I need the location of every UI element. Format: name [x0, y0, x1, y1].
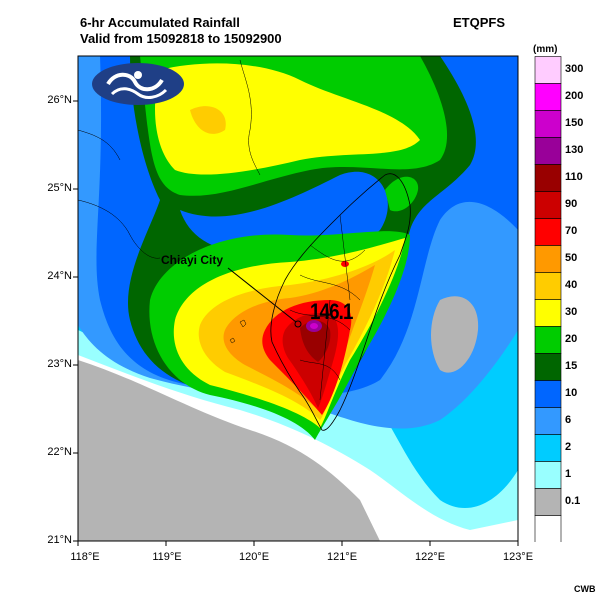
- color-legend: [534, 56, 562, 542]
- cwb-logo: [92, 63, 184, 105]
- legend-label: 110: [565, 171, 583, 183]
- model-name: ETQPFS: [453, 15, 506, 30]
- chiayi-city-label: Chiayi City: [161, 253, 224, 267]
- legend-swatch: [534, 56, 562, 84]
- legend-swatch: [534, 488, 562, 516]
- legend-swatch: [534, 434, 562, 462]
- legend-label: 10: [565, 387, 578, 399]
- legend-swatch: [534, 83, 562, 111]
- legend-label: 0.1: [565, 495, 581, 507]
- legend-swatch: [534, 407, 562, 435]
- legend-label: 130: [565, 144, 584, 156]
- lon-label-118e: 118°E: [70, 551, 100, 563]
- legend-swatch: [534, 110, 562, 138]
- penghu-islands: [229, 319, 247, 344]
- rain-band-30mm-north: [155, 63, 420, 175]
- legend-label: 40: [565, 279, 578, 291]
- lat-ticks: [73, 100, 78, 542]
- rain-band-40mm-north: [190, 106, 226, 134]
- legend-label: 2: [565, 441, 572, 453]
- lat-label-22n: 22°N: [47, 446, 72, 458]
- lon-label-123e: 123°E: [502, 551, 534, 563]
- legend-swatch: [534, 164, 562, 192]
- legend-swatch: [534, 272, 562, 300]
- lat-label-24n: 24°N: [47, 270, 72, 282]
- legend-swatch: [534, 515, 562, 542]
- legend-swatch: [534, 191, 562, 219]
- legend-swatch: [534, 461, 562, 489]
- agency-credit: CWB: [574, 584, 596, 594]
- legend-label: 6: [565, 414, 572, 426]
- lon-label-121e: 121°E: [326, 551, 358, 563]
- legend-swatch: [534, 137, 562, 165]
- county-boundaries: [289, 214, 366, 401]
- rain-spot-northeast: [341, 261, 349, 267]
- rainfall-field: [78, 56, 518, 541]
- lon-label-120e: 120°E: [238, 551, 270, 563]
- valid-time-subtitle: Valid from 15092818 to 15092900: [80, 31, 282, 46]
- legend-swatch: [534, 245, 562, 273]
- rain-band-10mm-channel: [180, 171, 388, 252]
- legend-label: 30: [565, 306, 578, 318]
- legend-swatch: [534, 353, 562, 381]
- legend-label: 90: [565, 198, 578, 210]
- chiayi-marker: [294, 320, 302, 328]
- legend-swatch: [534, 218, 562, 246]
- legend-label: 70: [565, 225, 578, 237]
- lon-label-119e: 119°E: [152, 551, 182, 563]
- chart-title: 6-hr Accumulated Rainfall: [80, 15, 240, 30]
- lat-label-25n: 25°N: [47, 182, 72, 194]
- lon-ticks: [77, 541, 519, 546]
- mainland-coastline: [78, 59, 261, 259]
- rain-band-110mm: [300, 320, 331, 362]
- annotation-leader-line: [227, 267, 297, 323]
- legend-swatch: [534, 326, 562, 354]
- rain-band-0-1mm-east: [431, 296, 479, 373]
- taiwan-coastline: [270, 173, 411, 431]
- legend-unit: (mm): [533, 44, 558, 55]
- lat-label-21n: 21°N: [47, 534, 72, 546]
- legend-label: 200: [565, 90, 584, 102]
- legend-label: 50: [565, 252, 578, 264]
- lat-label-26n: 26°N: [47, 94, 72, 106]
- legend-label: 150: [565, 117, 584, 129]
- legend-label: 15: [565, 360, 578, 372]
- legend-swatch: [534, 299, 562, 327]
- legend-swatch: [534, 380, 562, 408]
- legend-label: 20: [565, 333, 578, 345]
- legend-label: 300: [565, 63, 584, 75]
- lat-label-23n: 23°N: [47, 358, 72, 370]
- peak-rainfall-value: 146.1: [310, 299, 353, 324]
- rain-band-0-1mm: [78, 360, 380, 541]
- rain-band-150mm-peak: [310, 323, 318, 329]
- map-frame: [77, 55, 519, 542]
- legend-label: 1: [565, 468, 572, 480]
- lon-label-122e: 122°E: [414, 551, 446, 563]
